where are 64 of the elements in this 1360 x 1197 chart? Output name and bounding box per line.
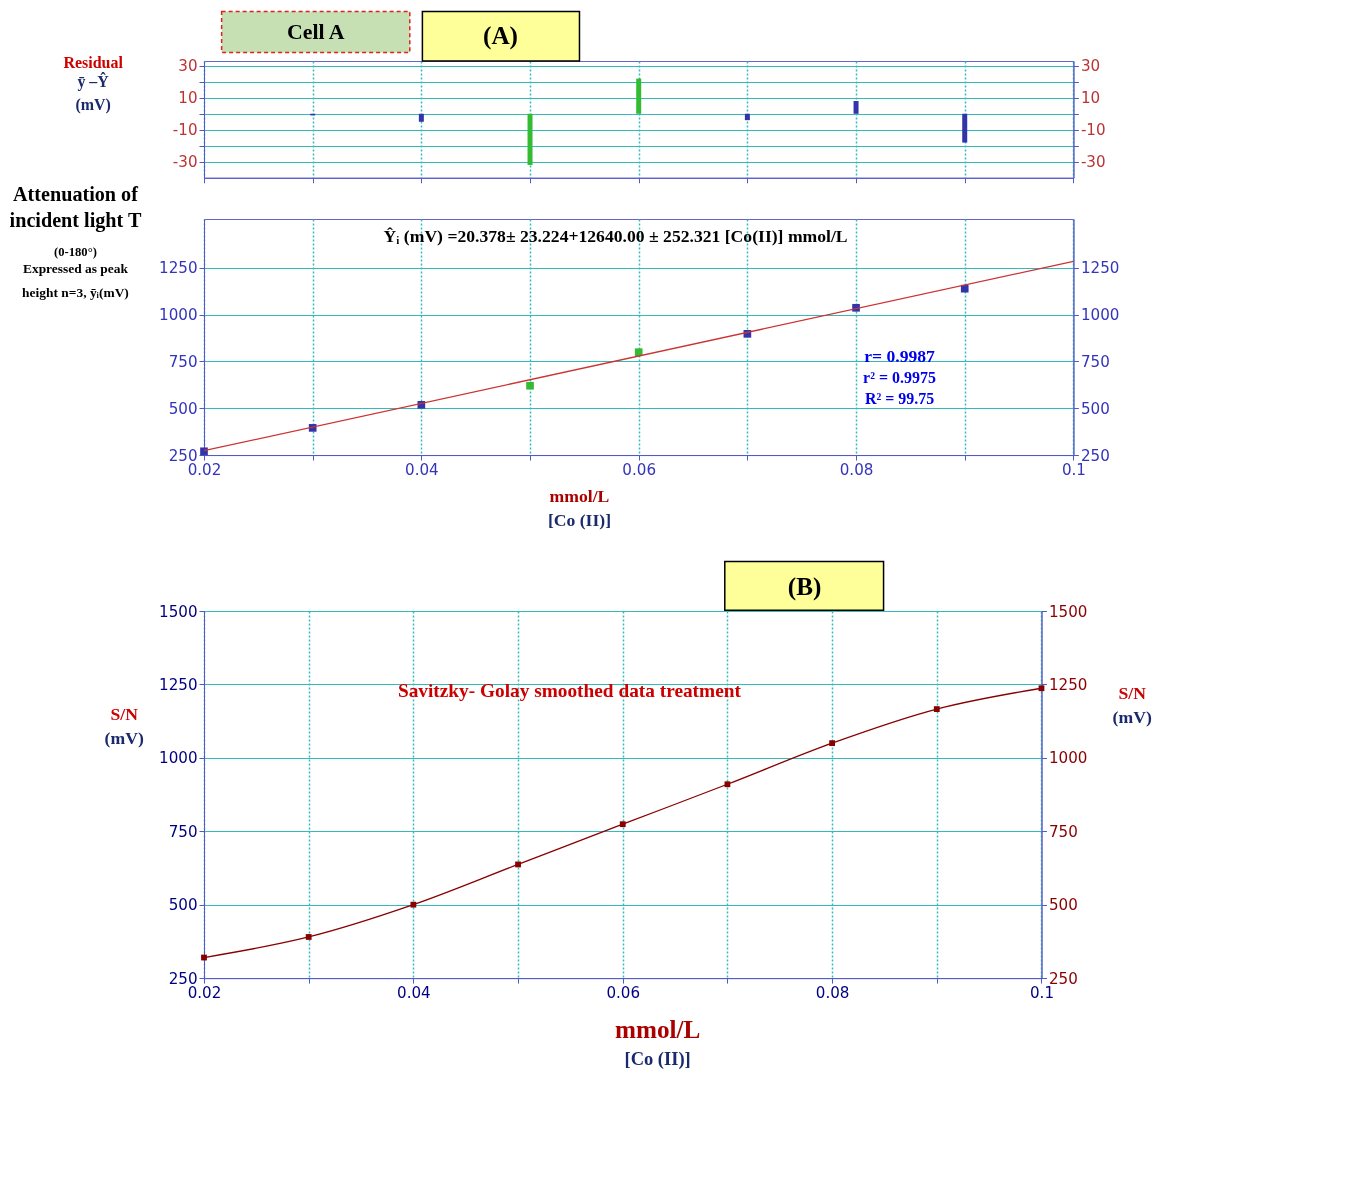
point (619, 821, 626, 828)
point (526, 381, 534, 390)
y2-tick-label: 500 (1080, 399, 1110, 418)
y2-tick-label: 1500 (1048, 602, 1088, 621)
y-tick-label: -30 (172, 153, 198, 172)
bar (853, 100, 859, 114)
y-axis-title: Residual ȳ –Ŷ (mV) (63, 53, 124, 114)
annotation: r= 0.9987 (864, 345, 936, 366)
y2-tick-label: 1250 (1048, 675, 1088, 694)
x-tick-label: 0.08 (839, 460, 874, 479)
point (829, 740, 836, 747)
point (960, 284, 969, 293)
y2-axis-title: S/N (mV) (1112, 683, 1152, 727)
point (410, 901, 417, 908)
point (634, 348, 643, 357)
annotation: r² = 0.9975 (863, 368, 936, 386)
x-tick-label: 0.08 (815, 983, 850, 1002)
y-tick-label: 1500 (159, 602, 198, 621)
chart-title: (A) (483, 21, 518, 50)
bar (418, 113, 424, 122)
x-tick-label: 0.04 (397, 983, 431, 1002)
y-tick-label: 1250 (159, 675, 198, 694)
y-tick-label: 500 (168, 896, 198, 915)
y2-tick-label: -30 (1080, 153, 1106, 172)
y2-tick-label: 750 (1048, 822, 1078, 841)
y2-tick-label: 1000 (1048, 749, 1088, 768)
y-tick-label: 750 (168, 822, 198, 841)
y2-tick-label: 500 (1048, 896, 1078, 915)
y-tick-label: 10 (178, 89, 198, 108)
annotation: R² = 99.75 (864, 389, 935, 407)
y2-tick-label: 750 (1080, 352, 1110, 371)
y-tick-label: 1250 (159, 259, 198, 278)
x-tick-label: 0.06 (606, 983, 641, 1002)
y-tick-label: 500 (168, 399, 198, 418)
x-tick-label: 0.1 (1029, 983, 1054, 1002)
y-tick-label: 1000 (159, 306, 198, 325)
y2-tick-label: 1000 (1080, 306, 1120, 325)
bar (527, 113, 533, 165)
y-tick-label: 1000 (159, 749, 198, 768)
x-tick-label: 0.06 (622, 460, 657, 479)
y2-tick-label: 10 (1080, 89, 1101, 108)
y2-tick-label: 30 (1080, 57, 1101, 76)
bar (744, 113, 750, 121)
annotation: Ŷᵢ (mV) =20.378± 23.224+12640.00 ± 252.321 [Co(II)] mmol/L (383, 226, 848, 247)
y-axis-title: Attenuation of incident light T (0-180°) Expressed as peak height n=3, ȳᵢ(mV) (9, 183, 142, 300)
y-tick-label: -10 (172, 121, 198, 140)
y2-tick-label: -10 (1080, 121, 1106, 140)
x-tick-label: 0.02 (187, 460, 222, 479)
text: Cell A (286, 20, 345, 45)
x-axis-title: mmol/L [Co (II)] (547, 486, 612, 530)
y2-tick-label: 1250 (1080, 259, 1120, 278)
point (933, 706, 940, 712)
annotation: Savitzky- Golay smoothed data treatment (397, 679, 742, 701)
bar (636, 78, 642, 114)
y-axis-title: S/N (mV) (104, 704, 144, 748)
x-axis-title: mmol/L [Co (II)] (614, 1016, 701, 1070)
x-tick-label: 0.1 (1061, 460, 1086, 479)
x-tick-label: 0.02 (187, 983, 222, 1002)
y-tick-label: 30 (178, 57, 198, 76)
point (305, 934, 312, 940)
chart-title: (B) (787, 573, 822, 602)
bar (962, 113, 968, 143)
y-tick-label: 750 (168, 352, 198, 371)
x-tick-label: 0.04 (405, 460, 439, 479)
